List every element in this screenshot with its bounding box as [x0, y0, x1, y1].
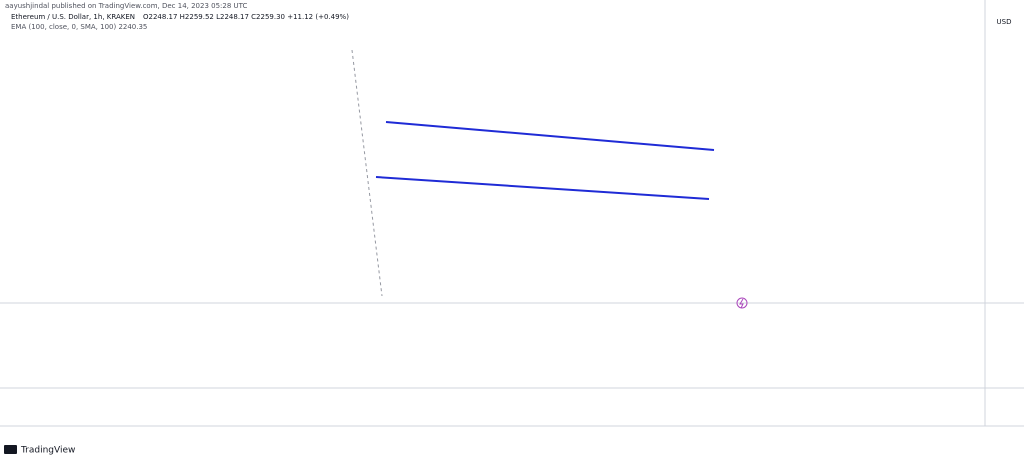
event-icon	[736, 297, 748, 309]
trendline	[375, 176, 710, 200]
fib-trend	[351, 49, 383, 297]
logo	[4, 445, 17, 454]
ema-legend: EMA (100, close, 0, SMA, 100) 2240.35	[11, 23, 147, 31]
publisher: aayushjindal published on TradingView.co…	[5, 2, 248, 10]
trendline	[385, 121, 715, 151]
symbol: Ethereum / U.S. Dollar, 1h, KRAKEN	[11, 13, 135, 21]
footer: TradingView	[20, 446, 75, 456]
ohlc: O2248.17 H2259.52 L2248.17 C2259.30 +11.…	[143, 13, 349, 21]
event-icon	[739, 298, 744, 309]
currency: USD	[997, 18, 1012, 26]
